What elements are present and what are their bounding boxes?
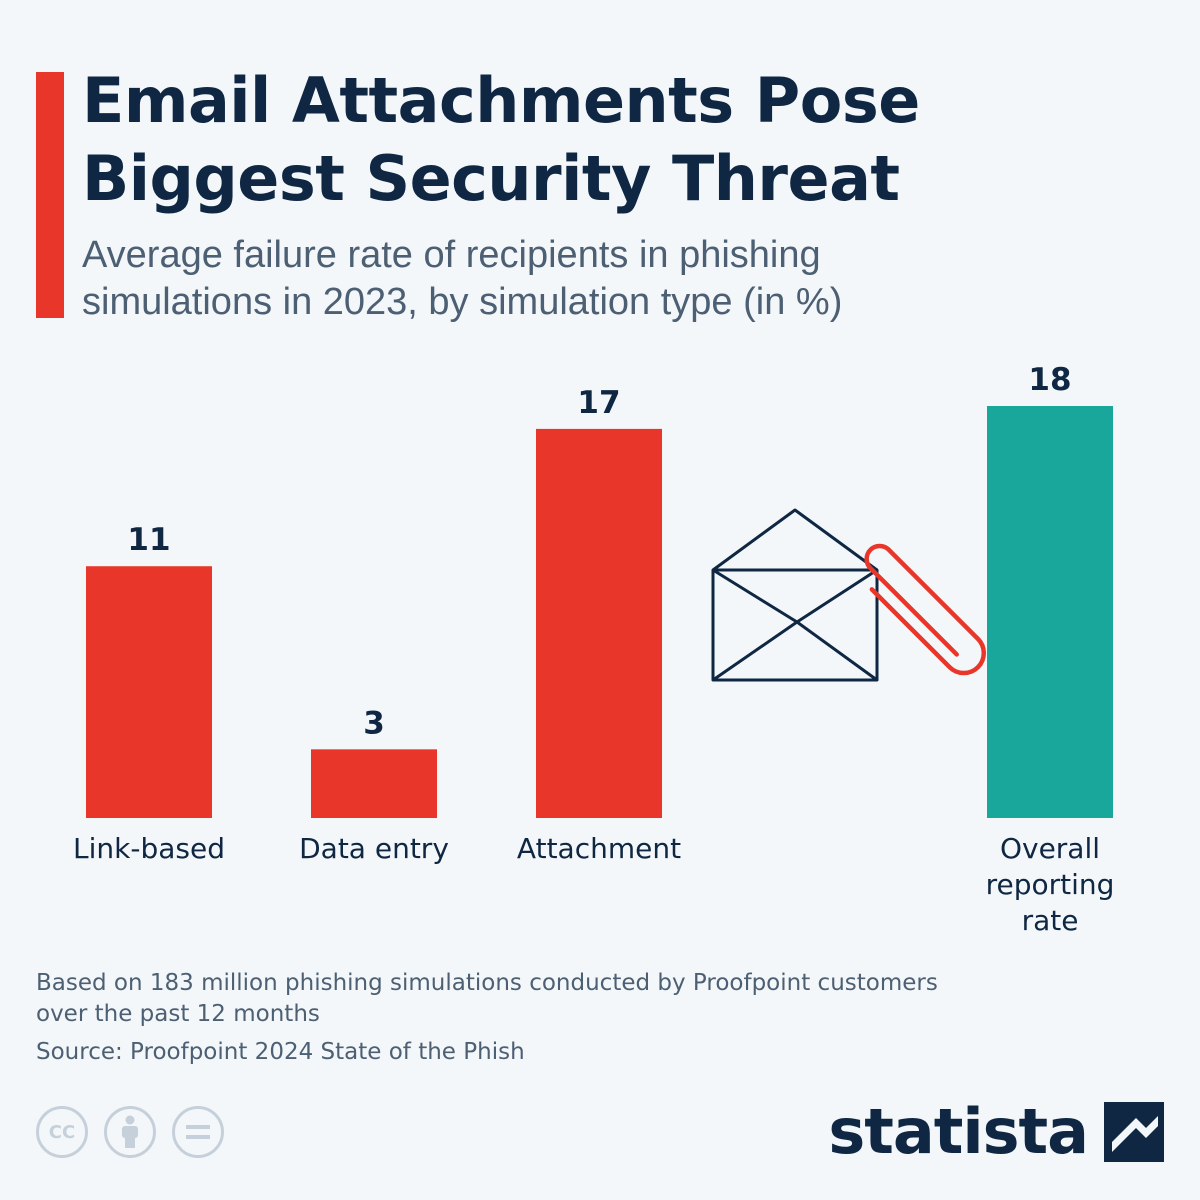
no-derivatives-icon[interactable] (172, 1106, 224, 1158)
attribution-person-glyph (122, 1115, 138, 1148)
category-label: Attachment (517, 832, 681, 865)
category-label-line: Link-based (73, 832, 225, 865)
value-label: 17 (577, 385, 620, 421)
category-label-line: Attachment (517, 832, 681, 865)
value-label: 18 (1028, 362, 1071, 398)
bar-link-based (86, 566, 212, 818)
value-labels-layer: 11 3 17 18 (127, 362, 1071, 741)
category-labels-layer: Link-based Data entry Attachment Overall rep… (73, 832, 1114, 937)
category-label-line: Overall (1000, 832, 1100, 865)
value-label: 11 (127, 522, 170, 558)
statista-wordmark: statista (828, 1095, 1089, 1168)
bar-overall-reporting-rate (987, 406, 1113, 818)
chart-source: Source: Proofpoint 2024 State of the Phi… (36, 1039, 525, 1065)
bar-chart: 11 3 17 18 Link-based Data entry Attachment Ov… (73, 362, 1114, 937)
bars-layer (86, 406, 1113, 818)
envelope-paperclip-icon (711, 508, 987, 682)
cc-icon[interactable]: CC (36, 1106, 88, 1158)
equals-glyph (186, 1125, 210, 1139)
title-accent-bar (36, 72, 64, 318)
category-label: Data entry (299, 832, 449, 865)
license-icons: CC (36, 1106, 224, 1158)
chart-title: Email Attachments Pose Biggest Security … (82, 64, 920, 215)
bar-attachment (536, 428, 662, 818)
category-label-line: Data entry (299, 832, 449, 865)
paperclip-icon (864, 543, 987, 676)
bar-data-entry (311, 749, 437, 818)
cc-icon-text: CC (48, 1121, 76, 1143)
category-label: Overall reporting rate (986, 832, 1115, 937)
statista-brand[interactable]: statista (828, 1092, 1164, 1172)
chart-subtitle: Average failure rate of recipients in ph… (82, 234, 843, 323)
category-label-line: reporting (986, 868, 1115, 901)
category-label-line: rate (1022, 904, 1079, 937)
statista-logo-icon (1104, 1102, 1164, 1162)
category-label: Link-based (73, 832, 225, 865)
attribution-icon[interactable] (104, 1106, 156, 1158)
chart-footnote: Based on 183 million phishing simulation… (36, 970, 938, 1027)
value-label: 3 (363, 705, 385, 741)
envelope-icon (711, 508, 879, 682)
